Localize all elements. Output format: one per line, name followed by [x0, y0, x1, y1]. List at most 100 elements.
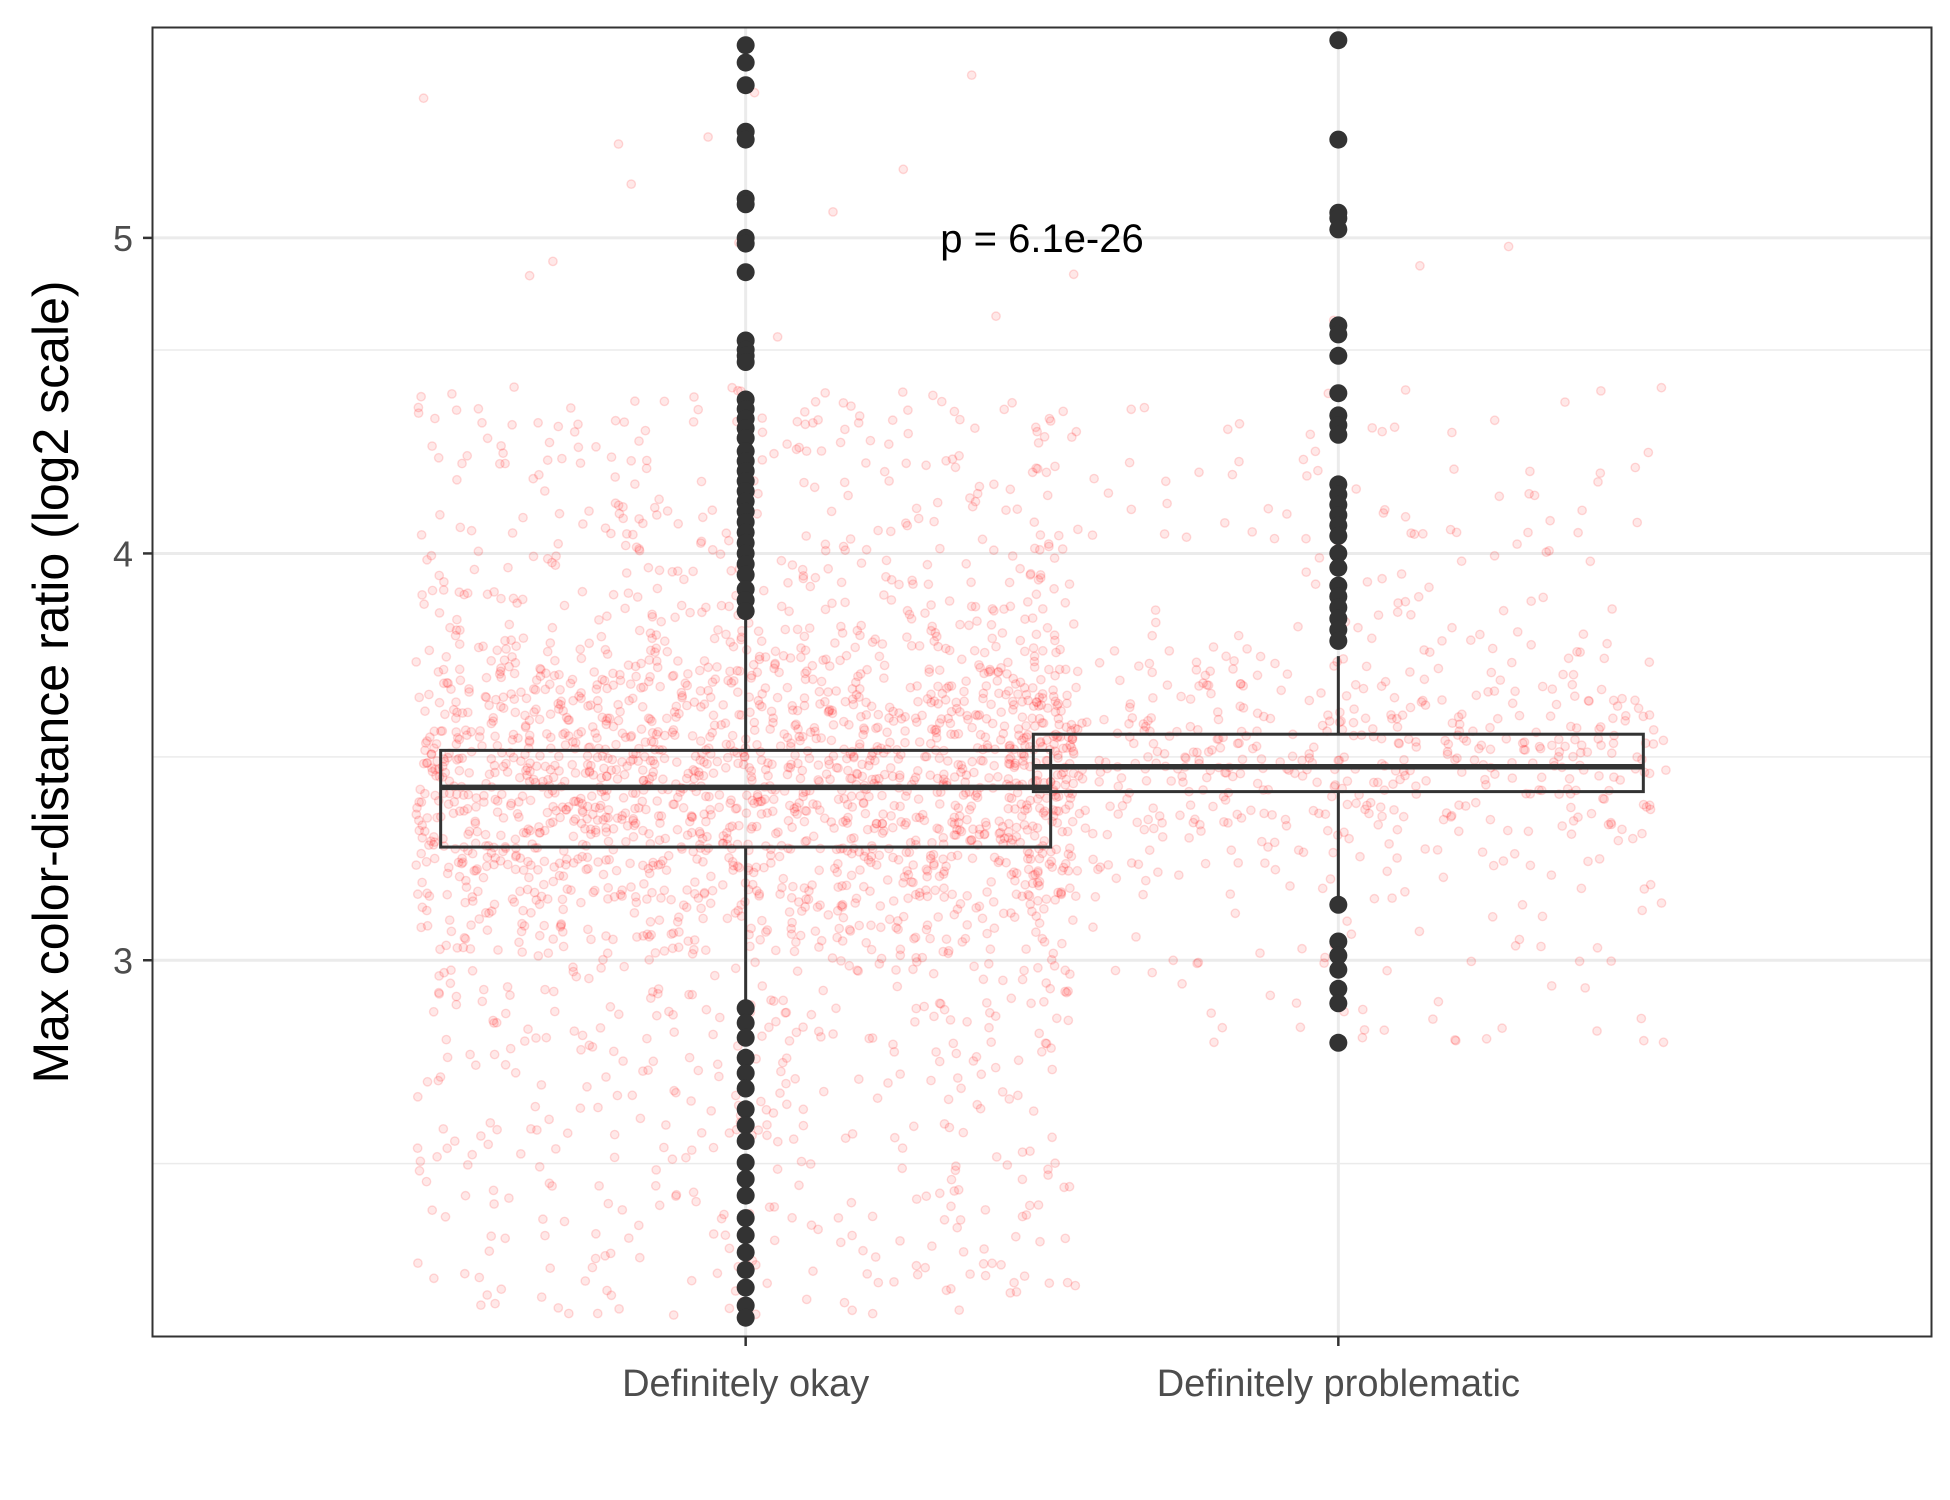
jitter-point [1639, 884, 1650, 894]
jitter-point [1057, 544, 1068, 554]
jitter-point [1517, 899, 1528, 910]
jitter-point [653, 988, 663, 999]
jitter-point [1185, 721, 1196, 732]
jitter-point [1029, 830, 1040, 841]
jitter-point [523, 1024, 533, 1035]
jitter-point [578, 807, 588, 818]
jitter-point [1510, 940, 1521, 951]
jitter-point [559, 1216, 570, 1227]
jitter-point [620, 603, 630, 614]
jitter-point [1017, 974, 1028, 985]
jitter-point [690, 877, 700, 887]
jitter-point [649, 759, 660, 769]
jitter-point [1567, 679, 1578, 690]
jitter-point [1181, 753, 1191, 764]
jitter-point [913, 794, 924, 804]
jitter-point [489, 760, 500, 771]
jitter-point [500, 1008, 511, 1019]
jitter-point [961, 558, 972, 569]
jitter-point [734, 862, 745, 873]
jitter-point [780, 624, 791, 635]
jitter-point [1071, 426, 1082, 437]
jitter-point [1451, 527, 1462, 538]
jitter-point [495, 830, 506, 841]
jitter-point [923, 579, 934, 590]
jitter-point [845, 926, 856, 936]
jitter-point [558, 871, 569, 882]
jitter-point [989, 760, 1000, 771]
jitter-point [966, 577, 976, 588]
jitter-point [1287, 751, 1298, 762]
jitter-point [908, 877, 918, 888]
jitter-point [724, 822, 735, 833]
jitter-point [798, 791, 808, 802]
jitter-point [1367, 724, 1378, 734]
jitter-point [498, 703, 509, 714]
jitter-point [1280, 814, 1291, 825]
jitter-point [677, 690, 688, 701]
jitter-point [934, 1188, 945, 1199]
jitter-point [668, 799, 678, 810]
jitter-point [482, 925, 493, 936]
jitter-point [772, 1136, 783, 1147]
jitter-point [788, 881, 798, 892]
jitter-point [687, 731, 698, 741]
jitter-point [998, 728, 1009, 739]
jitter-point [568, 858, 579, 868]
jitter-point [877, 818, 888, 829]
jitter-point [741, 808, 752, 818]
jitter-point [657, 855, 668, 866]
jitter-point [879, 590, 889, 600]
jitter-point [522, 884, 533, 895]
jitter-point [1382, 965, 1393, 976]
jitter-point [630, 661, 641, 672]
jitter-point [732, 803, 742, 814]
jitter-point [592, 1308, 603, 1319]
jitter-point [495, 856, 506, 866]
jitter-point [585, 824, 596, 835]
jitter-point [540, 761, 551, 772]
jitter-point [849, 833, 859, 843]
jitter-point [728, 676, 739, 686]
jitter-point [838, 817, 848, 827]
jitter-point [1003, 827, 1014, 837]
jitter-point [519, 921, 530, 931]
jitter-point [1042, 622, 1053, 633]
jitter-point [930, 885, 941, 896]
jitter-point [426, 749, 437, 759]
jitter-point [1166, 776, 1177, 786]
jitter-point [698, 913, 708, 924]
jitter-point [955, 898, 966, 909]
outlier-point [736, 263, 755, 282]
jitter-point [425, 836, 436, 846]
jitter-point [719, 1209, 729, 1220]
jitter-point [974, 710, 985, 720]
jitter-point [1015, 677, 1026, 688]
jitter-point [683, 768, 694, 779]
jitter-point [1301, 567, 1312, 577]
jitter-point [935, 543, 945, 554]
jitter-point [1399, 754, 1409, 765]
jitter-point [782, 769, 793, 780]
jitter-point [1324, 716, 1335, 727]
jitter-point [1023, 695, 1033, 706]
jitter-point [643, 562, 654, 573]
jitter-point [983, 667, 994, 677]
jitter-point [840, 597, 850, 608]
x-tick-label: Definitely problematic [1157, 1363, 1520, 1405]
jitter-point [1001, 857, 1011, 868]
jitter-point [1537, 681, 1548, 692]
jitter-point [584, 973, 594, 984]
jitter-point [638, 825, 648, 836]
jitter-point [726, 795, 736, 805]
jitter-point [500, 635, 510, 646]
jitter-point [1005, 1288, 1016, 1298]
jitter-point [724, 1128, 735, 1138]
jitter-point [678, 900, 689, 910]
jitter-point [1397, 710, 1408, 721]
jitter-point [1620, 715, 1631, 726]
jitter-point [1032, 867, 1043, 878]
jitter-point [882, 875, 893, 885]
jitter-point [645, 993, 656, 1004]
outlier-point [736, 1308, 755, 1327]
